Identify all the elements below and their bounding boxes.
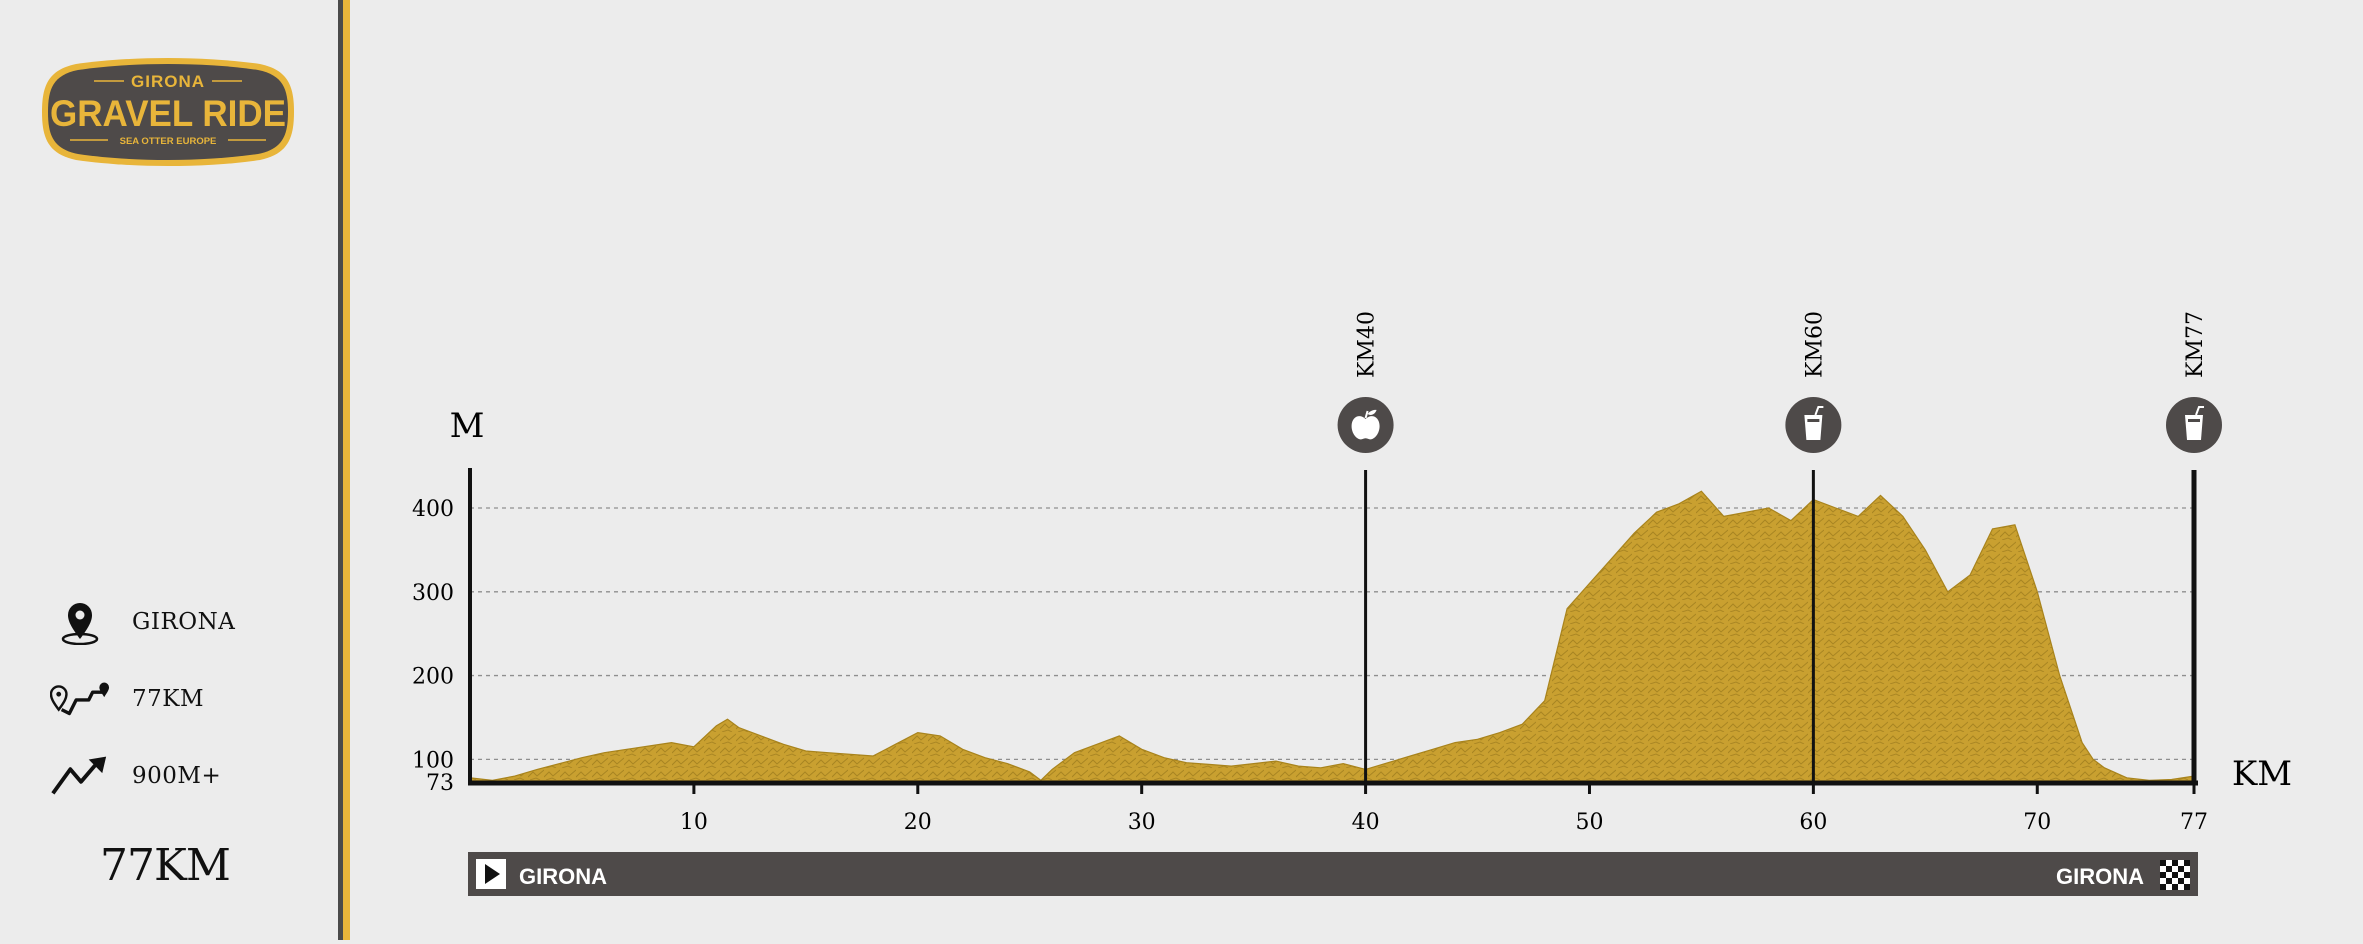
x-tick-label-70: 70 xyxy=(2023,810,2051,835)
marker-km60: KM60 xyxy=(1785,311,1842,782)
y-tick-label-200: 200 xyxy=(412,665,454,690)
y-tick-label-73: 73 xyxy=(426,771,454,796)
x-tick-label-77: 77 xyxy=(2180,810,2208,835)
elevation-gain-icon xyxy=(50,751,110,801)
checker-cell xyxy=(2160,872,2166,878)
elevation-outline xyxy=(469,490,2195,783)
route-icon xyxy=(50,674,110,724)
checker-cell xyxy=(2160,884,2166,890)
logo-plate xyxy=(48,64,288,160)
drink-icon xyxy=(1804,406,1824,440)
elevation-texture xyxy=(470,491,2194,782)
apple-icon xyxy=(1351,409,1380,440)
x-axis-label: KM xyxy=(2232,754,2292,794)
x-tick-label-10: 10 xyxy=(680,810,708,835)
route-start-label: GIRONA xyxy=(519,864,607,889)
apple-leaf xyxy=(1367,409,1377,415)
start-location-text: GIRONA xyxy=(132,609,236,635)
route-finish-label: GIRONA xyxy=(2056,864,2144,889)
checkered-flag-icon xyxy=(2160,860,2190,890)
route-bar: GIRONA GIRONA xyxy=(468,852,2198,896)
y-axis-label: M xyxy=(450,406,485,446)
cup-straw xyxy=(2195,406,2204,416)
drink-icon xyxy=(2185,406,2204,440)
checker-cell xyxy=(2184,884,2190,890)
checker-cell xyxy=(2166,878,2172,884)
checker-cell xyxy=(2172,884,2178,890)
sidebar: GIRONA GRAVEL RIDE SEA OTTER EUROPE GIRO… xyxy=(0,0,338,940)
chart-area: 73 100 200 300 400 10 20 30 40 50 60 70 77 KM40 KM60 K… xyxy=(352,0,2363,940)
play-icon xyxy=(485,864,500,884)
x-tick-label-20: 20 xyxy=(904,810,932,835)
x-tick-label-50: 50 xyxy=(1575,810,1603,835)
y-tick-label-100: 100 xyxy=(412,748,454,773)
marker-label-km60: KM60 xyxy=(1802,311,1827,378)
marker-label-km77: KM77 xyxy=(2183,311,2208,378)
cup-band xyxy=(2188,419,2200,422)
checker-cell xyxy=(2184,872,2190,878)
marker-km77: KM77 xyxy=(2166,311,2222,782)
cup-body xyxy=(1804,415,1823,440)
marker-km40: KM40 xyxy=(1337,311,1394,782)
info-elevation: 900M+ xyxy=(50,751,221,801)
checker-cell xyxy=(2172,872,2178,878)
location-pin-icon xyxy=(50,597,110,647)
checker-cell xyxy=(2160,860,2166,866)
cup-straw xyxy=(1814,406,1824,416)
brand-logo: GIRONA GRAVEL RIDE SEA OTTER EUROPE xyxy=(42,58,294,166)
logo-sub-text: SEA OTTER EUROPE xyxy=(120,136,217,147)
x-tick-label-60: 60 xyxy=(1799,810,1827,835)
route-bar-bg xyxy=(468,852,2198,896)
logo-top-text: GIRONA xyxy=(131,72,205,91)
checker-cell xyxy=(2178,866,2184,872)
marker-label-km40: KM40 xyxy=(1355,311,1380,378)
cup-body xyxy=(2185,415,2203,440)
x-tick-label-40: 40 xyxy=(1352,810,1380,835)
info-start: GIRONA xyxy=(50,597,235,647)
cup-band xyxy=(1807,419,1820,422)
total-distance: 77KM xyxy=(100,840,231,891)
checker-cell xyxy=(2184,860,2190,866)
info-distance: 77KM xyxy=(50,674,204,724)
apple-stem xyxy=(1364,410,1369,419)
logo-main-text: GRAVEL RIDE xyxy=(50,93,286,134)
y-tick-label-300: 300 xyxy=(412,581,454,606)
elevation-gain-text: 900M+ xyxy=(132,763,222,789)
checker-cell xyxy=(2178,878,2184,884)
sidebar-divider xyxy=(338,0,352,940)
checker-cell xyxy=(2172,860,2178,866)
x-tick-label-30: 30 xyxy=(1128,810,1156,835)
y-tick-label-400: 400 xyxy=(412,497,454,522)
checker-cell xyxy=(2166,866,2172,872)
apple-body xyxy=(1351,416,1380,440)
distance-text: 77KM xyxy=(132,686,204,712)
